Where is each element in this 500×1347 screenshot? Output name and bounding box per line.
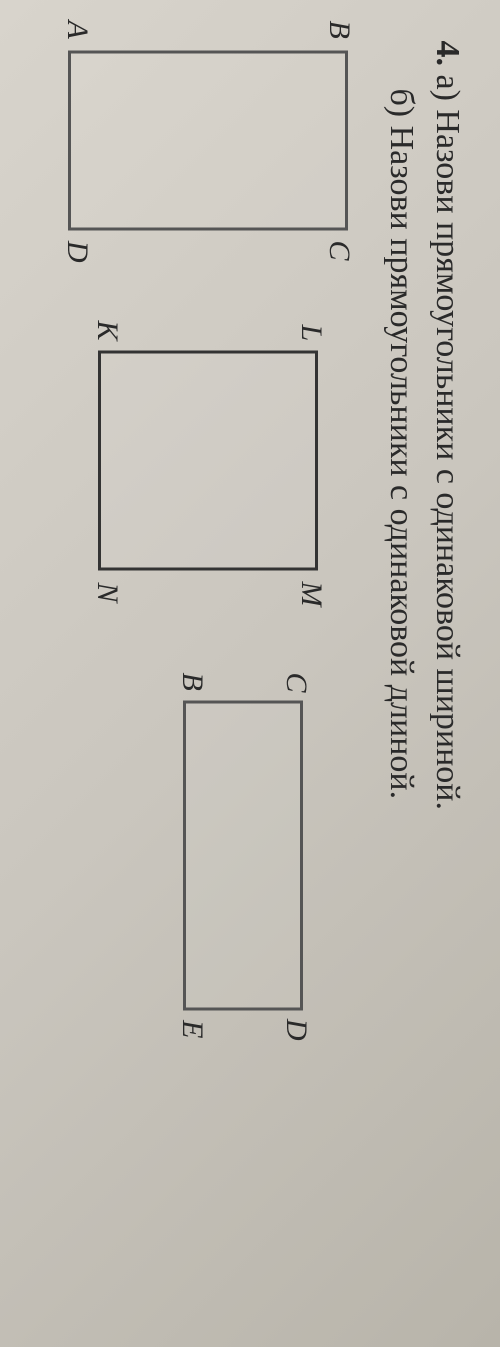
part-b-text: Назови прямоугольники с одинаковой длино… [383, 125, 420, 798]
rectangle-cdbe: C D B E [183, 700, 303, 1010]
page-content: 4. а) Назови прямоугольники с одинаковой… [0, 0, 500, 1347]
vertex-label: E [175, 1020, 209, 1038]
vertex-label: D [279, 1018, 313, 1040]
line-b: б) Назови прямоугольники с одинаковой дл… [378, 40, 424, 1307]
part-b-label: б) [383, 88, 420, 117]
part-a-label: а) [429, 74, 466, 100]
vertex-label: D [60, 240, 94, 262]
rectangle-abcd: B C A D [68, 50, 348, 230]
vertex-label: M [294, 581, 328, 606]
figures-row: B C A D L M K N C D B E [68, 40, 348, 1307]
rect-shape-1 [68, 50, 348, 230]
problem-number: 4. [429, 40, 466, 66]
rect-shape-3 [183, 700, 303, 1010]
rect-shape-2 [98, 350, 318, 570]
line-a: 4. а) Назови прямоугольники с одинаковой… [424, 40, 470, 1307]
vertex-label: B [175, 672, 209, 690]
vertex-label: N [90, 582, 124, 602]
part-a-text: Назови прямоугольники с одинаковой ширин… [429, 109, 466, 810]
vertex-label: L [294, 324, 328, 341]
vertex-label: K [90, 320, 124, 340]
vertex-label: B [322, 20, 356, 38]
vertex-label: A [60, 20, 94, 38]
rectangle-lmkn: L M K N [98, 350, 318, 570]
vertex-label: C [322, 240, 356, 260]
problem-statement: 4. а) Назови прямоугольники с одинаковой… [378, 40, 470, 1307]
vertex-label: C [279, 672, 313, 692]
